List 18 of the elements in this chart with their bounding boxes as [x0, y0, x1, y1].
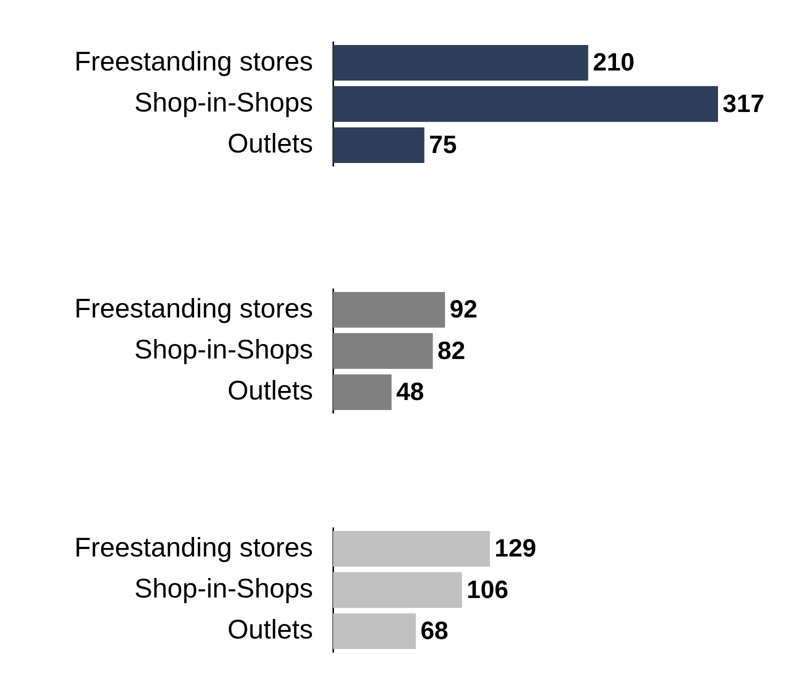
- y-tick-label: Outlets: [227, 128, 313, 159]
- data-label: 129: [494, 534, 536, 563]
- y-tick-label: Outlets: [227, 376, 313, 406]
- data-label: 82: [438, 336, 466, 365]
- y-tick-label: Shop-in-Shops: [134, 334, 313, 364]
- y-tick-label: Shop-in-Shops: [134, 87, 313, 118]
- data-label: 75: [429, 131, 457, 160]
- data-label: 210: [592, 48, 635, 77]
- y-tick-label: Freestanding stores: [74, 46, 313, 76]
- data-label: 68: [420, 617, 448, 646]
- data-label: 317: [722, 90, 764, 118]
- y-tick-label: Freestanding stores: [74, 532, 313, 562]
- y-tick-label: Shop-in-Shops: [134, 573, 313, 604]
- data-label: 48: [396, 378, 424, 406]
- y-tick-label: Outlets: [227, 614, 313, 645]
- data-label: 92: [450, 296, 478, 324]
- data-label: 106: [466, 576, 508, 604]
- y-tick-label: Freestanding stores: [74, 293, 313, 324]
